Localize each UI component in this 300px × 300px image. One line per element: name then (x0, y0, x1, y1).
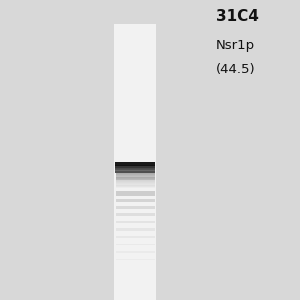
Bar (116, 186, 154, 187)
Bar (115, 169, 155, 170)
Bar (116, 179, 154, 180)
Text: 31C4: 31C4 (216, 9, 259, 24)
Bar (116, 173, 154, 174)
Bar (115, 165, 155, 166)
Bar (116, 228, 154, 231)
Bar (116, 176, 154, 177)
Bar (116, 186, 154, 187)
Text: Nsr1p: Nsr1p (216, 39, 255, 52)
Bar (116, 176, 154, 177)
Bar (116, 236, 154, 238)
Bar (115, 163, 155, 164)
Bar (115, 164, 155, 165)
Bar (116, 181, 154, 182)
Bar (114, 24, 156, 300)
Bar (116, 259, 154, 260)
Bar (116, 183, 154, 184)
Bar (116, 251, 154, 253)
Bar (115, 165, 155, 166)
Bar (116, 184, 154, 185)
Bar (116, 244, 154, 245)
Bar (116, 184, 154, 185)
Bar (116, 187, 154, 188)
Bar (116, 199, 154, 202)
Bar (116, 185, 154, 186)
Bar (116, 180, 154, 181)
Bar (115, 168, 155, 169)
Bar (116, 182, 154, 183)
Bar (115, 171, 155, 172)
Bar (115, 162, 155, 163)
Bar (116, 174, 154, 175)
Bar (116, 185, 154, 186)
Bar (116, 206, 154, 208)
Bar (115, 169, 155, 170)
Bar (116, 178, 154, 179)
Bar (116, 221, 154, 223)
Bar (115, 171, 155, 172)
Bar (116, 175, 154, 176)
Bar (115, 163, 155, 164)
Bar (115, 168, 155, 169)
Bar (115, 172, 155, 173)
Bar (116, 177, 154, 178)
Bar (115, 170, 155, 171)
Bar (115, 166, 155, 167)
Text: (44.5): (44.5) (216, 63, 256, 76)
Bar (116, 181, 154, 182)
Bar (116, 213, 154, 216)
Bar (116, 191, 154, 196)
Bar (115, 170, 155, 171)
Bar (115, 167, 155, 168)
